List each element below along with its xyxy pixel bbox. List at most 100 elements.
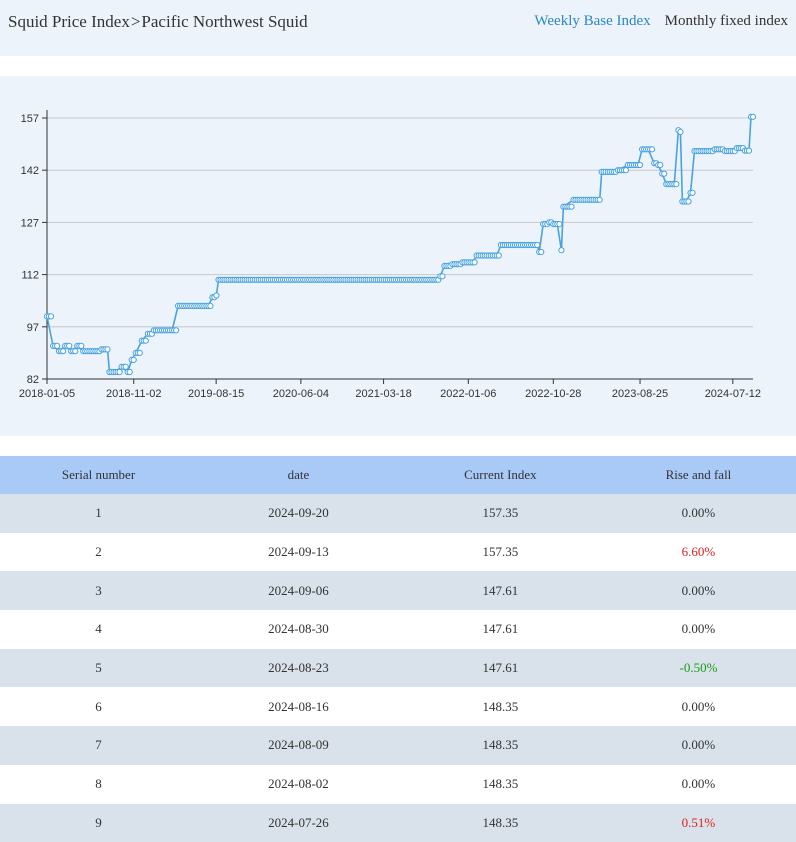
cell-index: 147.61 xyxy=(400,649,601,688)
data-point xyxy=(208,303,213,308)
cell-date: 2024-09-20 xyxy=(197,494,400,533)
column-header-serial: Serial number xyxy=(0,456,197,494)
data-point xyxy=(143,338,148,343)
x-tick-label: 2023-08-25 xyxy=(612,388,668,400)
cell-change: 0.00% xyxy=(601,494,796,533)
cell-date: 2024-08-30 xyxy=(197,610,400,649)
index-chart: 82 97 112 127 142 157 2018-01-05 2018-11-02 2019… xyxy=(0,76,796,436)
page-header: Squid Price Index>Pacific Northwest Squi… xyxy=(0,0,796,56)
cell-date: 2024-09-13 xyxy=(197,533,400,572)
y-tick-label: 127 xyxy=(21,217,39,229)
y-tick-label: 157 xyxy=(21,113,39,125)
data-point xyxy=(137,350,142,355)
cell-date: 2024-08-09 xyxy=(197,726,400,765)
data-point xyxy=(750,114,755,119)
index-tabs: Weekly Base Index Monthly fixed index xyxy=(534,13,788,30)
cell-date: 2024-08-16 xyxy=(197,687,400,726)
cell-change: 0.00% xyxy=(601,610,796,649)
data-point xyxy=(61,349,66,354)
data-point xyxy=(557,222,562,227)
cell-index: 147.61 xyxy=(400,610,601,649)
data-point xyxy=(535,242,540,247)
cell-change: 0.00% xyxy=(601,726,796,765)
cell-serial: 4 xyxy=(0,610,197,649)
data-point xyxy=(559,248,564,253)
data-point xyxy=(597,197,602,202)
cell-change: 0.00% xyxy=(601,765,796,804)
data-point xyxy=(174,328,179,333)
column-header-change: Rise and fall xyxy=(601,456,796,494)
cell-serial: 7 xyxy=(0,726,197,765)
x-tick-label: 2018-11-02 xyxy=(106,388,161,400)
data-point xyxy=(658,162,663,167)
y-tick-label: 82 xyxy=(27,374,39,386)
cell-index: 148.35 xyxy=(400,804,601,842)
data-point xyxy=(131,357,136,362)
data-point xyxy=(73,349,78,354)
data-point xyxy=(67,343,72,348)
x-tick-label: 2019-08-15 xyxy=(188,388,244,400)
data-point xyxy=(650,147,655,152)
cell-serial: 9 xyxy=(0,804,197,842)
cell-index: 148.35 xyxy=(400,687,601,726)
tab-weekly-base-index[interactable]: Weekly Base Index xyxy=(534,13,650,29)
cell-serial: 6 xyxy=(0,687,197,726)
x-tick-label: 2018-01-05 xyxy=(19,388,75,400)
data-point xyxy=(686,199,691,204)
cell-serial: 2 xyxy=(0,533,197,572)
x-tick-label: 2020-06-04 xyxy=(273,388,329,400)
cell-serial: 3 xyxy=(0,571,197,610)
column-header-date: date xyxy=(197,456,400,494)
data-point xyxy=(496,253,501,258)
cell-change: 6.60% xyxy=(601,533,796,572)
data-point xyxy=(214,293,219,298)
x-tick-label: 2021-03-18 xyxy=(355,388,411,400)
cell-index: 157.35 xyxy=(400,494,601,533)
data-point xyxy=(123,364,128,369)
y-tick-label: 112 xyxy=(21,270,39,282)
cell-serial: 5 xyxy=(0,649,197,688)
y-tick-label: 142 xyxy=(21,165,39,177)
cell-index: 147.61 xyxy=(400,571,601,610)
data-point xyxy=(79,343,84,348)
data-point xyxy=(746,148,751,153)
cell-serial: 1 xyxy=(0,494,197,533)
cell-index: 157.35 xyxy=(400,533,601,572)
cell-date: 2024-07-26 xyxy=(197,804,400,842)
cell-index: 148.35 xyxy=(400,726,601,765)
x-tick-label: 2022-10-28 xyxy=(525,388,581,400)
cell-change: -0.50% xyxy=(601,649,796,688)
x-tick-label: 2024-07-12 xyxy=(705,388,761,400)
y-tick-label: 97 xyxy=(27,322,39,334)
data-point xyxy=(48,314,53,319)
data-point xyxy=(539,249,544,254)
tab-monthly-fixed-index[interactable]: Monthly fixed index xyxy=(665,13,788,29)
cell-date: 2024-09-06 xyxy=(197,571,400,610)
data-point xyxy=(440,274,445,279)
data-point xyxy=(623,168,628,173)
data-point xyxy=(678,129,683,134)
column-header-index: Current Index xyxy=(400,456,601,494)
data-point xyxy=(55,343,60,348)
data-point xyxy=(690,190,695,195)
breadcrumb-separator: > xyxy=(131,12,141,31)
cell-index: 148.35 xyxy=(400,765,601,804)
data-point xyxy=(117,369,122,374)
cell-change: 0.51% xyxy=(601,804,796,842)
index-table: Serial number date Current Index Rise an… xyxy=(0,456,796,842)
cell-change: 0.00% xyxy=(601,571,796,610)
breadcrumb-current: Pacific Northwest Squid xyxy=(141,12,307,31)
cell-serial: 8 xyxy=(0,765,197,804)
breadcrumb: Squid Price Index>Pacific Northwest Squi… xyxy=(8,12,308,32)
breadcrumb-root[interactable]: Squid Price Index xyxy=(8,12,130,31)
table-header-row: Serial number date Current Index Rise an… xyxy=(0,456,796,494)
